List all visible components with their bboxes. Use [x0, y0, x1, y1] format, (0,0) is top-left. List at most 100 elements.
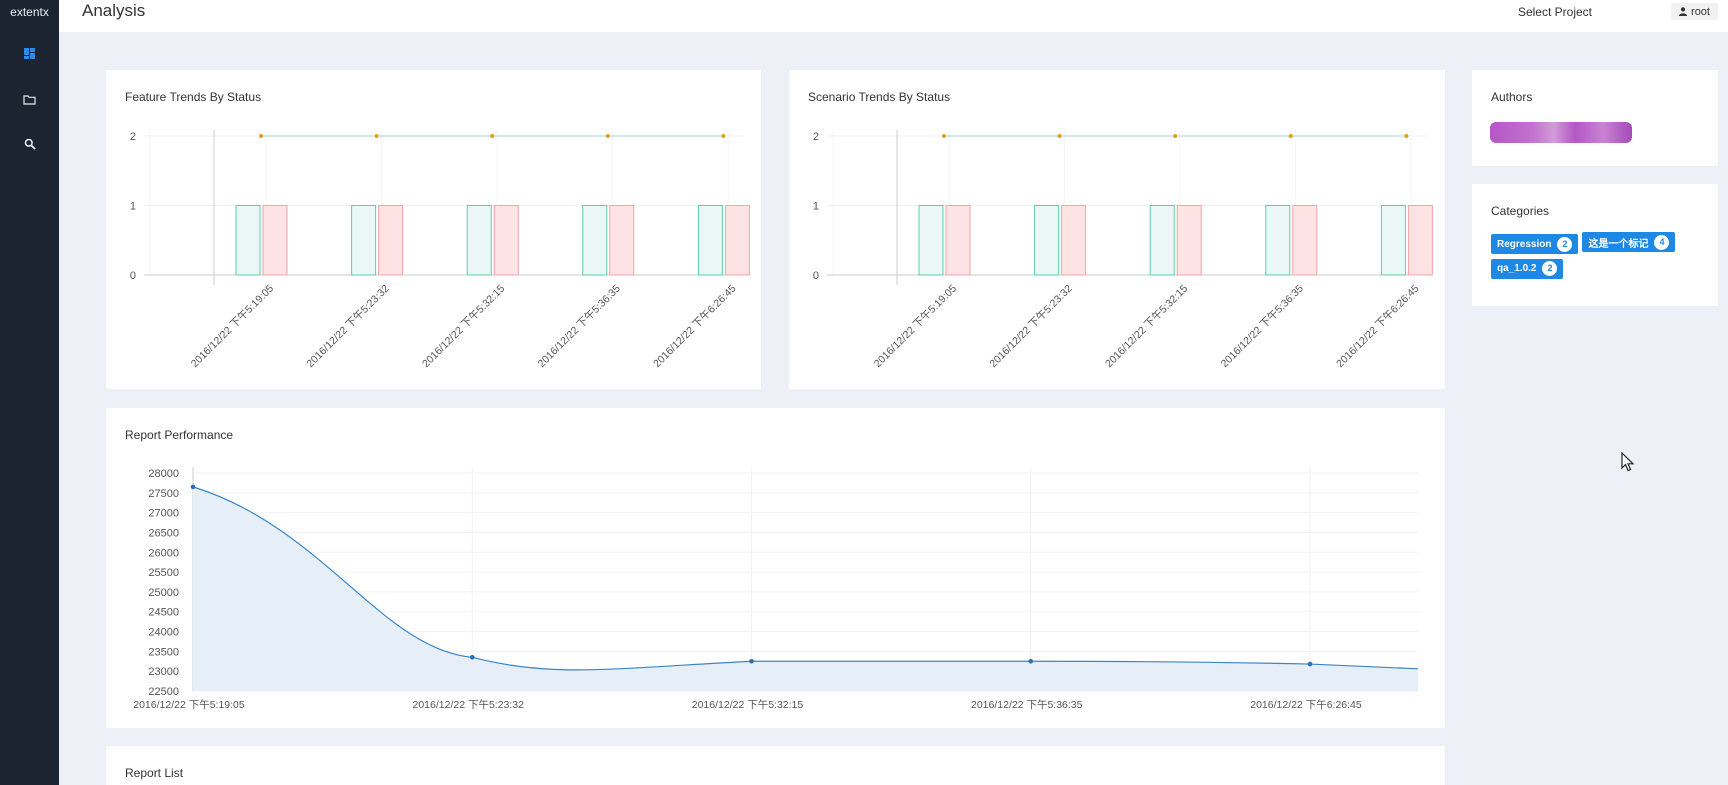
pass-bar	[697, 205, 723, 276]
category-tag-count: 4	[1654, 234, 1670, 250]
pass-bar	[466, 205, 492, 276]
trend-point	[1404, 134, 1409, 138]
folder-icon	[23, 94, 36, 105]
category-tag-count: 2	[1557, 236, 1573, 252]
performance-area	[193, 486, 1418, 691]
y-tick-label: 27000	[148, 508, 179, 520]
categories-card: Categories Regression 2 这是一个标记 4 qa_1.0.…	[1472, 184, 1718, 306]
y-tick-label: 0	[813, 270, 819, 282]
x-tick-label: 2016/12/22 下午6:26:45	[650, 282, 738, 370]
fail-bar	[1292, 205, 1318, 276]
nav-dashboard[interactable]	[0, 42, 59, 66]
performance-point	[190, 484, 196, 490]
category-tag-label: qa_1.0.2	[1497, 263, 1537, 274]
feature-trends-chart: 0 1 2 2016/12/22 下午5:19:05 2016/12/22 下午5:23…	[130, 130, 750, 370]
trend-point	[1173, 134, 1178, 138]
category-tag-label: Regression	[1497, 238, 1552, 250]
page-title: Analysis	[82, 1, 146, 20]
category-tag-qa[interactable]: qa_1.0.2 2	[1491, 258, 1564, 279]
report-list-card: Report List	[106, 746, 1445, 785]
dashboard-icon	[23, 48, 35, 59]
x-tick-label: 2016/12/22 下午6:26:45	[1333, 282, 1421, 370]
y-tick-label: 23000	[148, 666, 179, 678]
category-tag-regression[interactable]: Regression 2	[1491, 234, 1579, 254]
y-tick-label: 1	[130, 201, 136, 213]
y-tick-label: 25000	[148, 587, 179, 599]
trend-point	[1057, 134, 1062, 138]
nav-folder[interactable]	[0, 87, 59, 111]
brand-logo[interactable]: extentx	[10, 5, 49, 19]
pass-bar	[1034, 205, 1060, 276]
feature-trends-title: Feature Trends By Status	[125, 90, 262, 104]
x-tick-label: 2016/12/22 下午5:19:05	[188, 282, 276, 370]
user-menu[interactable]: root	[1671, 3, 1718, 20]
feature-trends-card: Feature Trends By Status 0 1 2 2016/12/22 下…	[106, 70, 761, 389]
fail-bar	[1176, 205, 1202, 276]
x-tick-label: 2016/12/22 下午5:32:15	[1102, 282, 1190, 370]
performance-point	[749, 658, 754, 664]
author-tag[interactable]	[1490, 122, 1632, 143]
performance-point	[1028, 658, 1034, 664]
authors-card: Authors	[1472, 70, 1718, 166]
report-performance-card: Report Performance 22500 23000 23500 24000 2…	[106, 408, 1445, 728]
fail-bar	[609, 205, 635, 276]
pass-bar	[918, 205, 944, 276]
trend-point	[259, 134, 263, 138]
category-tag-marker[interactable]: 这是一个标记 4	[1582, 232, 1676, 252]
performance-point	[1307, 661, 1313, 667]
fail-bar	[378, 205, 404, 276]
y-tick-label: 26500	[148, 527, 179, 539]
trend-point	[1288, 134, 1293, 138]
pass-bar	[582, 205, 608, 276]
category-tags: Regression 2 这是一个标记 4 qa_1.0.2 2	[1491, 232, 1711, 283]
report-list-title: Report List	[125, 766, 184, 780]
x-tick-label: 2016/12/22 下午5:23:32	[304, 282, 392, 370]
pass-bar	[1265, 205, 1291, 276]
y-tick-label: 27500	[148, 488, 179, 500]
fail-bar	[945, 205, 971, 276]
fail-bar	[262, 205, 288, 276]
x-tick-label: 2016/12/22 下午6:26:45	[1250, 698, 1362, 711]
performance-point	[469, 655, 475, 660]
categories-title: Categories	[1491, 204, 1550, 218]
x-tick-label: 2016/12/22 下午5:23:32	[987, 282, 1075, 370]
trend-point	[942, 134, 946, 138]
trend-point	[490, 134, 495, 138]
select-project-button[interactable]: Select Project	[1517, 5, 1592, 19]
fail-bar	[1407, 205, 1433, 276]
y-tick-label: 24000	[148, 627, 179, 639]
x-tick-label: 2016/12/22 下午5:36:35	[1218, 282, 1306, 370]
report-performance-chart: 22500 23000 23500 24000 24500 25000 25500 26000…	[133, 467, 1419, 711]
trend-point	[605, 134, 610, 138]
scenario-trends-chart: 0 1 2 2016/12/22 下午5:19:05 2016/12/22 下午5:23…	[813, 130, 1433, 370]
pass-bar	[235, 205, 261, 276]
scenario-trends-title: Scenario Trends By Status	[808, 90, 951, 104]
category-tag-label: 这是一个标记	[1588, 238, 1649, 250]
y-tick-label: 23500	[148, 646, 179, 658]
search-icon	[24, 138, 36, 150]
y-tick-label: 1	[813, 201, 819, 213]
user-name: root	[1691, 5, 1710, 18]
y-tick-label: 25500	[148, 567, 179, 579]
x-tick-label: 2016/12/22 下午5:36:35	[971, 698, 1083, 711]
mouse-cursor-icon	[1621, 452, 1635, 472]
y-tick-label: 22500	[148, 686, 179, 698]
pass-bar	[351, 205, 377, 276]
fail-bar	[493, 205, 519, 276]
y-tick-label: 26000	[148, 547, 179, 559]
trend-point	[721, 134, 726, 138]
trend-point	[374, 134, 379, 138]
x-tick-label: 2016/12/22 下午5:36:35	[535, 282, 623, 370]
nav-search[interactable]	[0, 132, 59, 156]
x-tick-label: 2016/12/22 下午5:23:32	[412, 698, 524, 711]
y-tick-label: 2	[130, 131, 136, 143]
sidebar: extentx	[0, 0, 59, 785]
fail-bar	[1061, 205, 1087, 276]
user-icon	[1679, 7, 1688, 16]
x-tick-label: 2016/12/22 下午5:19:05	[133, 698, 245, 711]
x-tick-label: 2016/12/22 下午5:32:15	[419, 282, 507, 370]
pass-bar	[1380, 205, 1406, 276]
category-tag-count: 2	[1542, 261, 1558, 276]
x-tick-label: 2016/12/22 下午5:19:05	[871, 282, 959, 370]
y-tick-label: 24500	[148, 607, 179, 619]
